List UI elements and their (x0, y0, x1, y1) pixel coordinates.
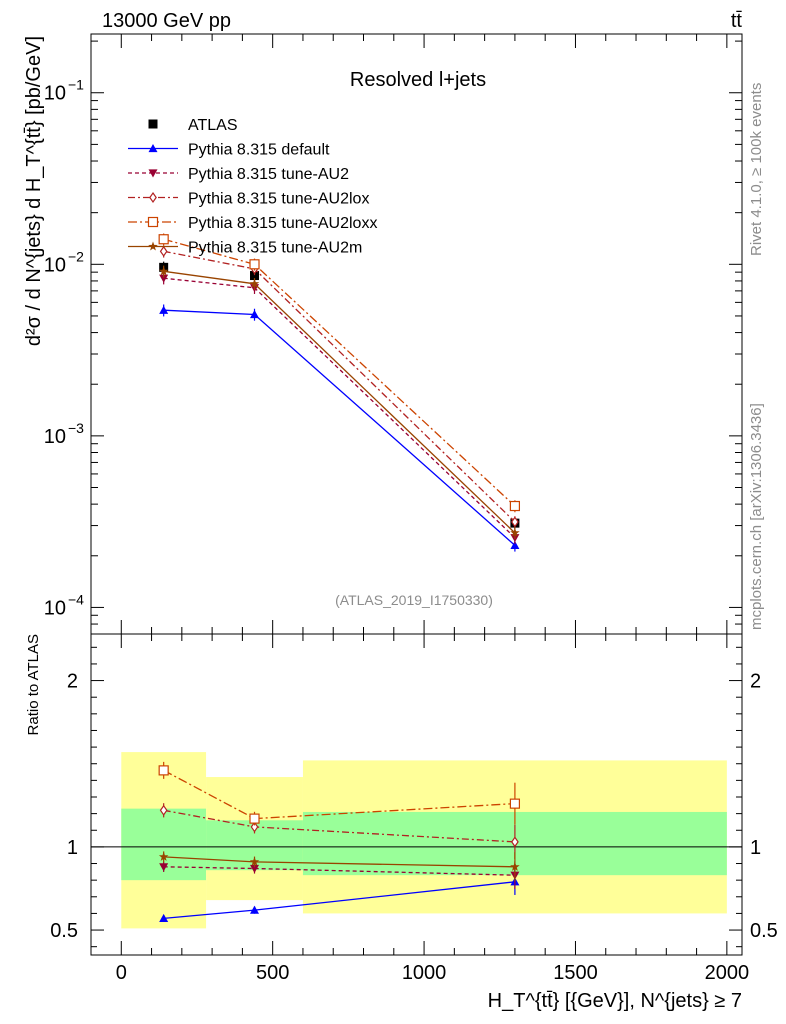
ratio-point-au2 (159, 863, 169, 872)
ratio-y-tick-label-right: 2 (750, 671, 761, 693)
ratio-y-tick-label: 1 (67, 837, 78, 859)
y-axis-label: d²σ / d N^{jets} d H_T^{tt̄} [pb/GeV] (23, 36, 45, 346)
series-line-au2loxx (163, 238, 516, 507)
ratio-y-tick-label: 0.5 (50, 920, 78, 942)
x-tick-label: 1500 (553, 962, 598, 984)
ratio-point-default (250, 905, 260, 914)
series-line-au2m (163, 270, 516, 534)
data-point-atlas (250, 271, 260, 281)
x-axis-label: H_T^{tt̄} [{GeV}], N^{jets} ≥ 7 (488, 990, 742, 1012)
main-title: Resolved l+jets (350, 69, 486, 91)
ratio-point-au2m (158, 851, 169, 861)
x-tick-label: 1000 (402, 962, 447, 984)
series-au2lox (159, 245, 519, 529)
legend-marker-au2lox (149, 191, 157, 204)
process-label: tt̄ (731, 10, 743, 32)
data-point-au2loxx (509, 500, 521, 512)
data-point-au2m (158, 266, 169, 276)
y-tick-label-exponent: −1 (68, 77, 84, 93)
y-tick-label: 10 (44, 83, 66, 105)
data-point-default (250, 309, 260, 319)
data-point-au2 (159, 274, 169, 283)
y-tick-label-exponent: −2 (68, 248, 84, 264)
ratio-point-au2lox (159, 804, 168, 816)
ratio-y-label: Ratio to ATLAS (25, 634, 42, 735)
data-point-default (159, 305, 169, 314)
ratio-point-au2loxx (249, 813, 260, 824)
legend-label-default: Pythia 8.315 default (188, 142, 330, 159)
legend-marker-atlas (148, 119, 158, 129)
legend-label-au2lox: Pythia 8.315 tune-AU2lox (188, 191, 369, 208)
ratio-series-au2loxx (158, 761, 521, 826)
legend-marker-au2loxx (147, 216, 159, 228)
series-au2m (158, 265, 520, 540)
ratio-y-tick-label: 2 (67, 671, 78, 693)
energy-label: 13000 GeV pp (102, 10, 231, 32)
series-atlas (159, 261, 520, 530)
y-tick-label-exponent: −4 (68, 591, 84, 607)
y-tick-label: 10 (44, 597, 66, 619)
ratio-point-au2m (249, 856, 260, 866)
data-point-au2loxx (158, 234, 169, 245)
data-point-au2lox (159, 245, 168, 257)
legend-marker-default (148, 144, 158, 153)
legend-label-au2: Pythia 8.315 tune-AU2 (188, 166, 349, 183)
series-line-au2lox (163, 250, 516, 523)
legend-label-au2m: Pythia 8.315 tune-AU2m (188, 240, 362, 257)
ratio-point-au2m (510, 861, 520, 871)
ratio-y-tick-label-right: 1 (750, 837, 761, 859)
data-point-au2loxx (249, 259, 260, 270)
x-tick-label: 0 (116, 962, 127, 984)
series-au2loxx (158, 233, 521, 513)
analysis-tag: (ATLAS_2019_I1750330) (335, 592, 493, 608)
legend: ATLAS Pythia 8.315 default Pythia 8.315 tu… (128, 117, 377, 257)
ratio-series-au2m (158, 851, 520, 882)
ratio-y-tick-label-right: 0.5 (750, 920, 778, 942)
data-point-default (510, 540, 520, 549)
legend-marker-au2 (148, 169, 158, 178)
x-tick-label: 2000 (705, 962, 750, 984)
rivet-label: Rivet 4.1.0, ≥ 100k events (748, 83, 765, 256)
data-point-au2lox (511, 516, 519, 528)
legend-label-atlas: ATLAS (188, 117, 238, 134)
ratio-frame (90, 633, 743, 956)
x-tick-label: 500 (256, 962, 289, 984)
y-tick-label-exponent: −3 (68, 420, 84, 436)
data-point-au2m (249, 278, 260, 288)
data-point-au2m (510, 527, 520, 537)
y-tick-label: 10 (44, 426, 66, 448)
ratio-point-au2lox (511, 836, 519, 848)
ratio-panel: 0.5 0.5 1 1 2 2 0 500 1000 1500 2000 Ratio to ATLA… (25, 633, 778, 984)
legend-marker-au2m (148, 241, 158, 251)
ratio-point-au2loxx (158, 765, 169, 776)
ratio-point-au2lox (250, 821, 259, 833)
y-tick-label: 10 (44, 254, 66, 276)
ratio-point-au2loxx (509, 798, 521, 809)
main-panel: 10−410−310−210−1 Resolved l+jets (ATLAS_… (23, 33, 743, 635)
ratio-line-au2 (163, 866, 515, 876)
ratio-point-au2 (250, 864, 260, 874)
ratio-point-default (159, 913, 169, 923)
series-line-default (163, 309, 516, 546)
legend-label-au2loxx: Pythia 8.315 tune-AU2loxx (188, 215, 377, 232)
series-default (159, 304, 520, 552)
mcplots-label: mcplots.cern.ch [arXiv:1306.3436] (748, 403, 765, 630)
